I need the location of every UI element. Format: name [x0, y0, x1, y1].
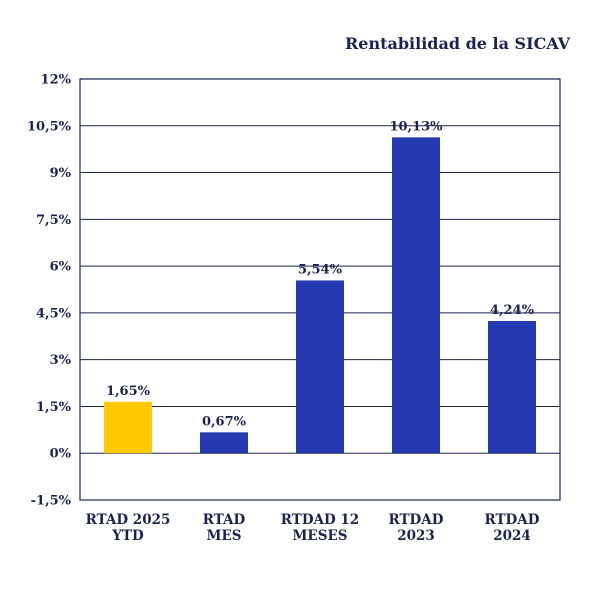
- data-label: 1,65%: [106, 384, 151, 399]
- y-tick-label: -1,5%: [31, 494, 72, 509]
- y-tick-label: 1,5%: [36, 400, 72, 415]
- bar: [104, 401, 152, 454]
- y-tick-label: 0%: [50, 447, 72, 462]
- y-tick-label: 3%: [50, 353, 72, 368]
- bar: [200, 432, 248, 454]
- data-label: 0,67%: [202, 414, 247, 429]
- x-tick-label: YTD: [111, 528, 144, 544]
- y-tick-label: 9%: [50, 166, 72, 181]
- x-tick-label: RTDAD 12: [281, 512, 359, 528]
- x-tick-label: 2024: [493, 528, 531, 544]
- bar: [488, 320, 536, 454]
- plot-frame: [79, 78, 561, 501]
- x-tick-label: RTDAD: [389, 512, 444, 528]
- bar: [296, 280, 344, 454]
- x-tick-label: RTAD 2025: [86, 512, 171, 528]
- data-label: 5,54%: [298, 262, 343, 277]
- x-tick-label: RTAD: [203, 512, 246, 528]
- y-tick-label: 4,5%: [36, 306, 72, 321]
- x-tick-label: 2023: [397, 528, 435, 544]
- y-tick-label: 6%: [50, 260, 72, 275]
- bar: [392, 137, 440, 454]
- data-label: 10,13%: [389, 119, 443, 134]
- y-tick-label: 10,5%: [27, 119, 72, 134]
- chart-title: Rentabilidad de la SICAV: [345, 34, 570, 53]
- y-tick-label: 7,5%: [36, 213, 72, 228]
- x-tick-label: MES: [207, 528, 242, 544]
- x-tick-label: MESES: [292, 528, 347, 544]
- x-tick-label: RTDAD: [485, 512, 540, 528]
- data-label: 4,24%: [490, 303, 535, 318]
- y-tick-label: 12%: [41, 73, 72, 88]
